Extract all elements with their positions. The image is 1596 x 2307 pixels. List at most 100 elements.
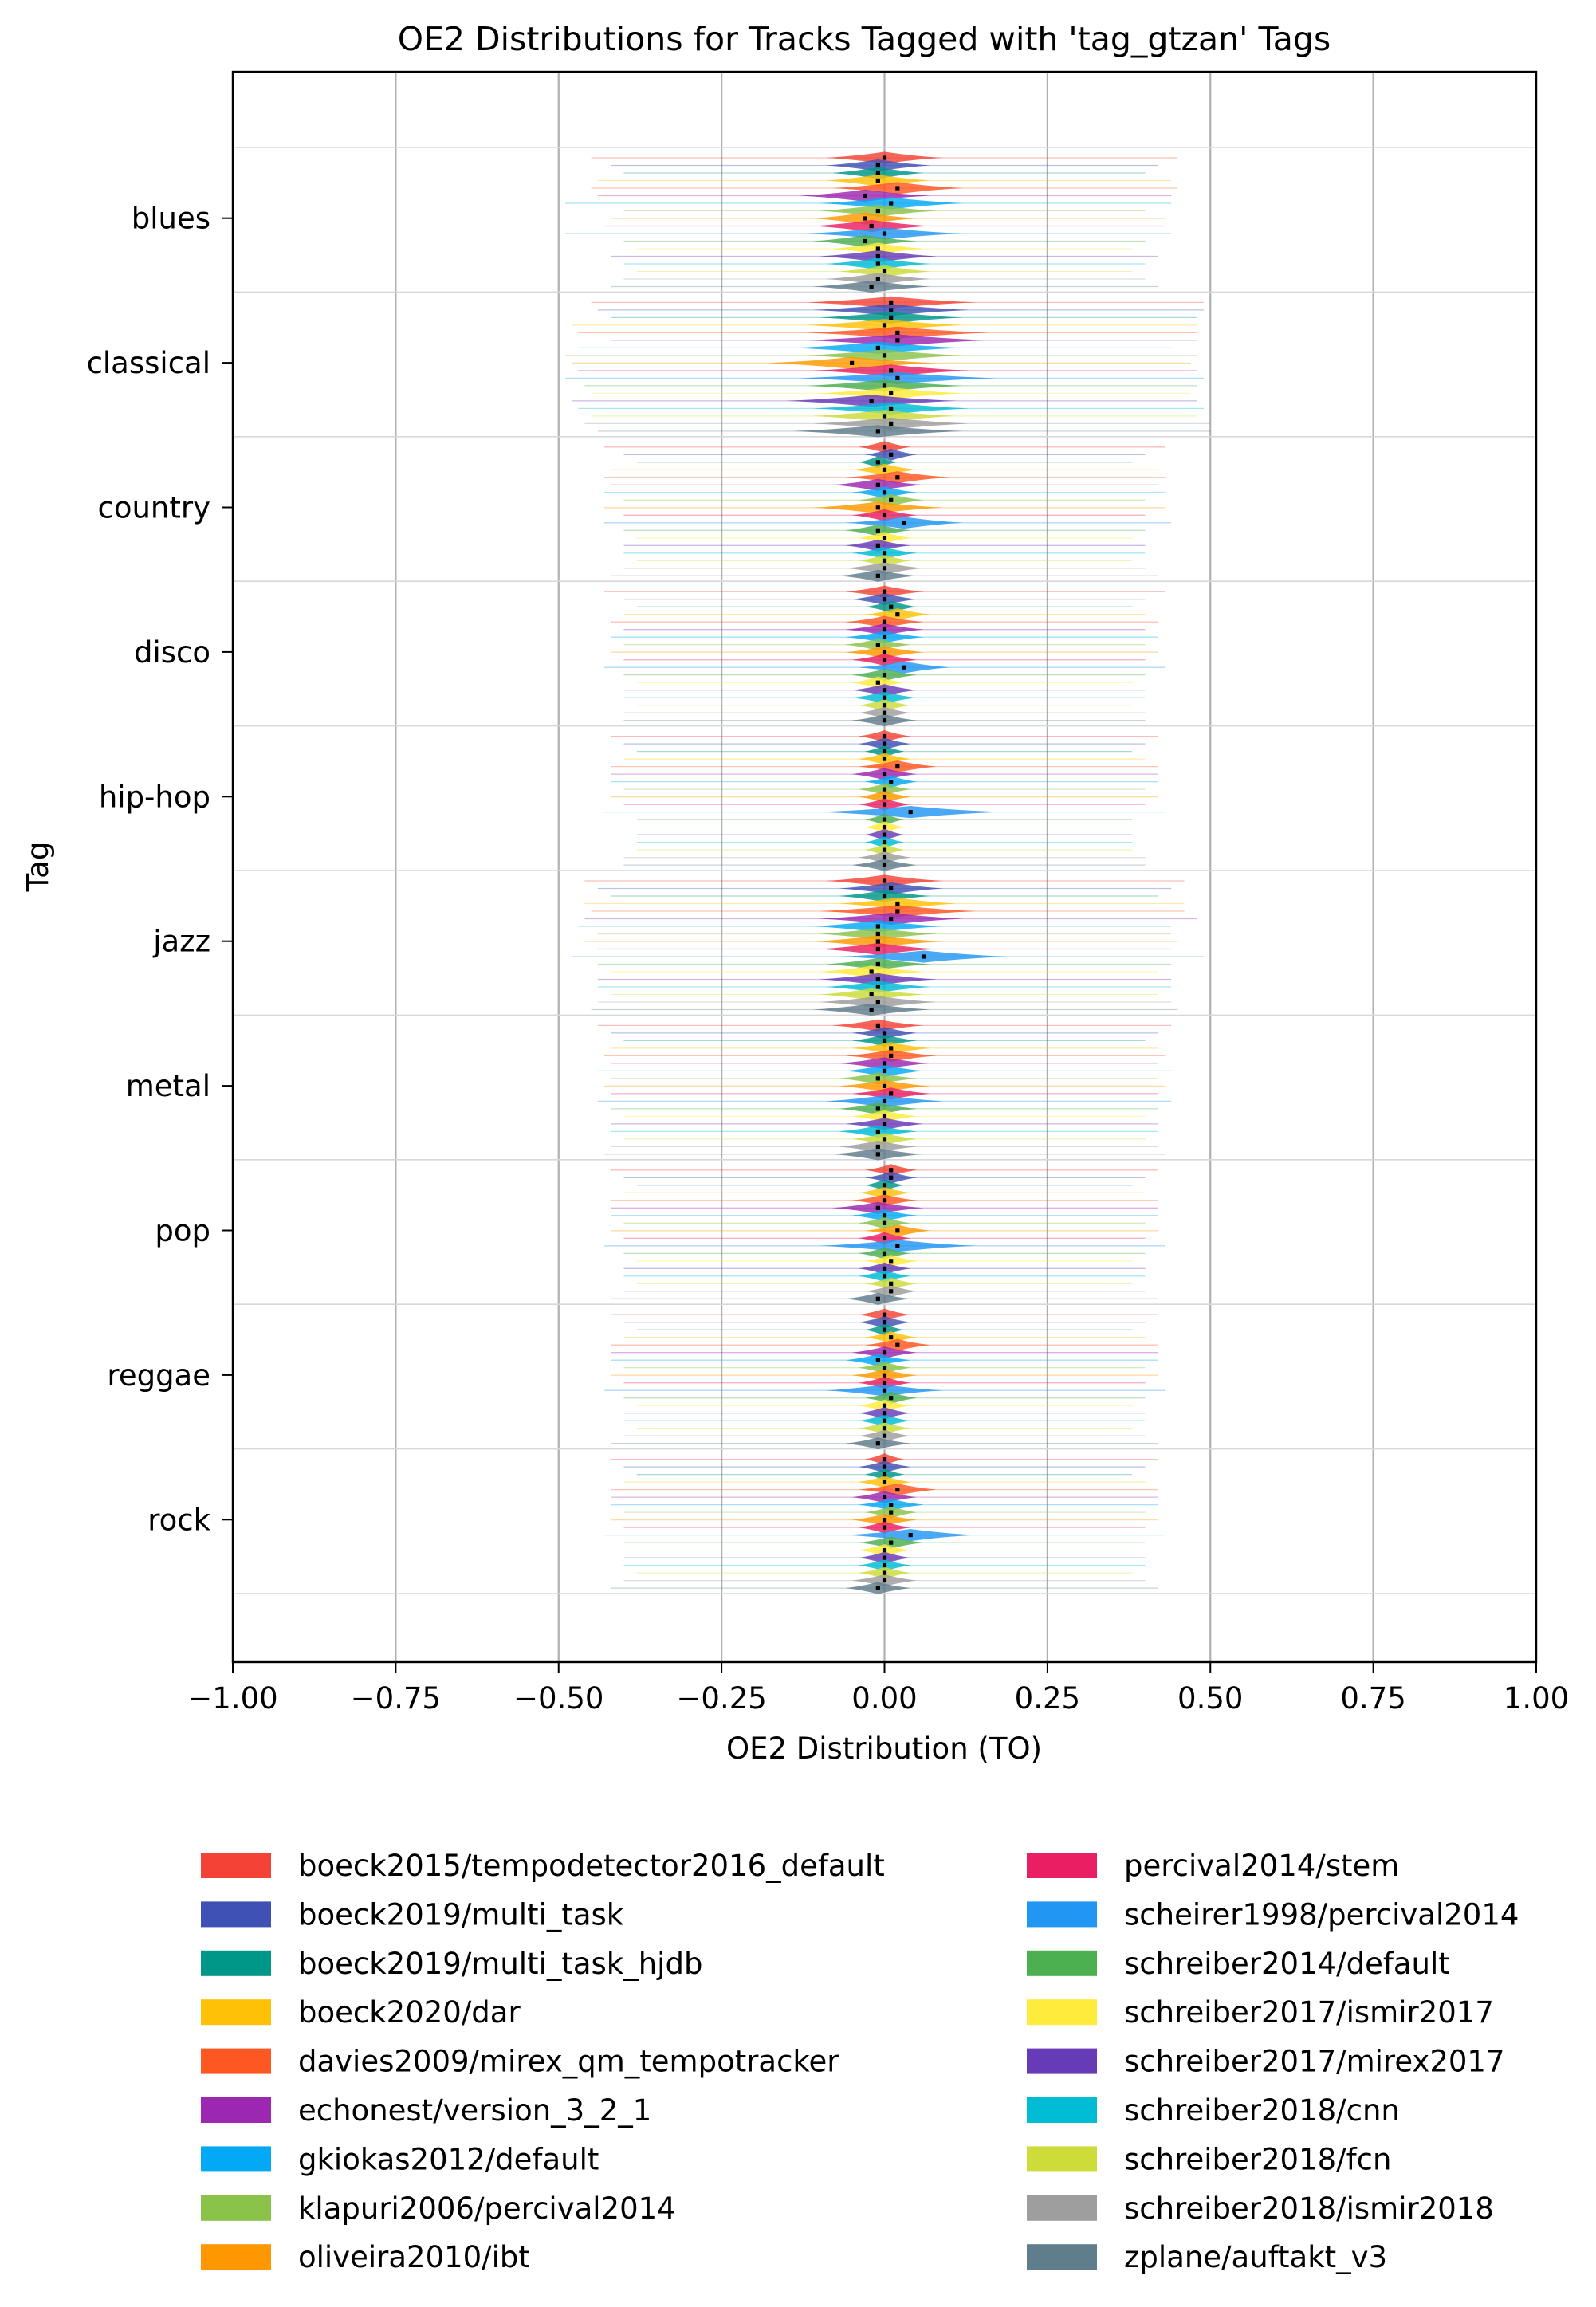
x-axis-ticks: −1.00 −0.75 −0.50 −0.25 0.00 0.25 0.50 0.75 1.00	[187, 1662, 1569, 1716]
median-marker	[889, 1396, 894, 1401]
x-tick-label: −1.00	[187, 1681, 277, 1716]
median-marker	[882, 1525, 887, 1530]
median-marker	[882, 1578, 887, 1583]
median-marker	[882, 1570, 887, 1575]
median-marker	[882, 855, 887, 860]
median-marker	[882, 1122, 887, 1126]
median-marker	[882, 1418, 887, 1423]
legend-entry: percival2014/stem	[1027, 1849, 1399, 1883]
median-marker	[889, 1259, 894, 1264]
median-marker	[882, 650, 887, 654]
median-marker	[895, 1342, 900, 1347]
median-marker	[875, 939, 880, 944]
median-marker	[882, 566, 887, 571]
median-marker	[882, 1213, 887, 1218]
median-marker	[889, 1503, 894, 1507]
median-marker	[869, 1007, 874, 1012]
median-marker	[895, 338, 900, 343]
legend-entry: zplane/auftakt_v3	[1027, 2240, 1387, 2274]
median-marker	[889, 1289, 894, 1294]
median-marker	[895, 186, 900, 191]
median-marker	[889, 780, 894, 784]
median-marker	[882, 1555, 887, 1560]
legend-entry: boeck2015/tempodetector2016_default	[201, 1849, 885, 1883]
median-marker	[875, 946, 880, 952]
legend: boeck2015/tempodetector2016_defaultboeck…	[201, 1849, 1519, 2274]
legend-entry: schreiber2017/mirex2017	[1027, 2045, 1505, 2079]
legend-swatch	[1027, 2146, 1097, 2172]
median-marker	[882, 772, 887, 776]
median-marker	[889, 421, 894, 426]
median-marker	[882, 1388, 887, 1393]
median-markers	[850, 155, 926, 1590]
legend-swatch	[201, 1950, 271, 1976]
legend-swatch	[1027, 2195, 1097, 2221]
median-marker	[895, 612, 900, 617]
median-marker	[882, 1061, 887, 1066]
median-marker	[882, 1220, 887, 1225]
median-marker	[882, 688, 887, 693]
median-marker	[882, 787, 887, 792]
median-marker	[882, 1031, 887, 1036]
x-tick-label: −0.75	[351, 1681, 441, 1716]
median-marker	[875, 171, 880, 175]
median-marker	[882, 1083, 887, 1088]
median-marker	[875, 1296, 880, 1301]
legend-swatch	[1027, 1999, 1097, 2026]
median-marker	[882, 1350, 887, 1355]
median-marker	[889, 886, 894, 891]
median-marker	[875, 924, 880, 929]
median-marker	[902, 521, 906, 525]
legend-label: klapuri2006/percival2014	[298, 2191, 676, 2226]
legend-entry: scheirer1998/percival2014	[1027, 1897, 1519, 1932]
median-marker	[875, 1358, 880, 1362]
median-marker	[882, 1190, 887, 1195]
legend-label: boeck2015/tempodetector2016_default	[298, 1849, 885, 1883]
median-marker	[882, 490, 887, 495]
median-marker	[889, 1510, 894, 1515]
y-tick-label: blues	[132, 202, 210, 236]
median-marker	[882, 1320, 887, 1325]
median-marker	[889, 497, 894, 502]
median-marker	[875, 931, 880, 937]
legend-entry: boeck2019/multi_task_hjdb	[201, 1947, 702, 1981]
median-marker	[882, 551, 887, 556]
y-tick-label: reggae	[107, 1358, 210, 1393]
median-marker	[882, 1381, 887, 1385]
legend-label: scheirer1998/percival2014	[1124, 1897, 1519, 1932]
legend-entry: schreiber2017/ismir2017	[1027, 1995, 1494, 2030]
median-marker	[882, 817, 887, 822]
median-marker	[882, 894, 887, 898]
median-marker	[895, 375, 900, 380]
legend-label: schreiber2017/mirex2017	[1124, 2045, 1505, 2079]
median-marker	[875, 1023, 880, 1028]
y-tick-label: country	[98, 491, 211, 525]
median-marker	[869, 284, 874, 289]
median-marker	[895, 1244, 900, 1248]
median-marker	[889, 1540, 894, 1545]
median-marker	[875, 1586, 880, 1590]
median-marker	[882, 1457, 887, 1462]
median-marker	[889, 604, 894, 609]
median-marker	[889, 916, 894, 922]
legend-swatch	[1027, 1901, 1097, 1928]
median-marker	[882, 802, 887, 807]
legend-label: schreiber2014/default	[1124, 1947, 1450, 1981]
median-marker	[882, 1548, 887, 1553]
median-marker	[889, 1053, 894, 1058]
legend-swatch	[201, 2146, 271, 2172]
median-marker	[875, 1441, 880, 1446]
legend-swatch	[201, 1999, 271, 2026]
median-marker	[882, 155, 887, 160]
median-marker	[895, 1228, 900, 1233]
median-marker	[882, 878, 887, 883]
median-marker	[882, 1403, 887, 1408]
median-marker	[875, 253, 880, 259]
median-marker	[875, 961, 880, 967]
median-marker	[889, 1175, 894, 1180]
median-marker	[889, 1281, 894, 1286]
median-marker	[882, 757, 887, 761]
y-tick-label: jazz	[152, 925, 210, 959]
median-marker	[863, 238, 867, 244]
median-marker	[882, 1274, 887, 1279]
